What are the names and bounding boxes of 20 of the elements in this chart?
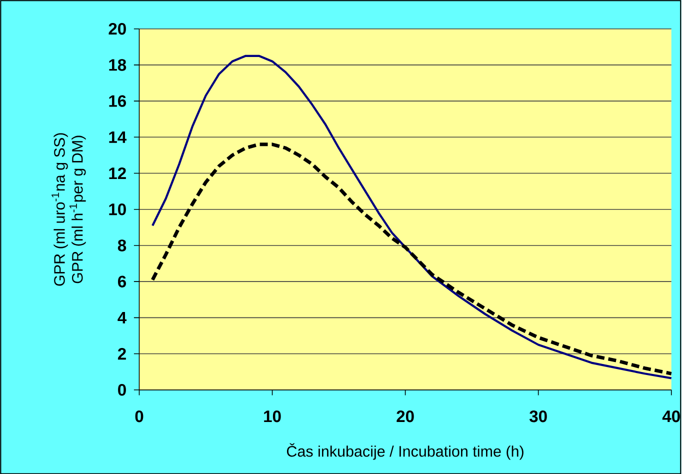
x-tick-label: 10 bbox=[264, 410, 281, 422]
y-tick-label: 10 bbox=[109, 203, 126, 216]
y-tick-label: 14 bbox=[109, 131, 127, 143]
y-tick-label: 4 bbox=[118, 312, 127, 324]
x-tick-label: 30 bbox=[529, 410, 547, 422]
x-axis-title: Čas inkubacije / Incubation time (h) bbox=[286, 443, 524, 460]
y-tick-label: 20 bbox=[108, 22, 126, 35]
x-tick-label: 40 bbox=[662, 410, 680, 422]
y-tick-label: 0 bbox=[118, 384, 126, 396]
y-tick-label: 6 bbox=[118, 276, 126, 288]
y-tick-label: 8 bbox=[118, 239, 126, 252]
line-series bbox=[151, 54, 672, 379]
text: GPR (ml h$^{-1}$per g DM) bbox=[70, 136, 86, 283]
x-tick-label: 20 bbox=[396, 410, 414, 422]
y-tick-label: 12 bbox=[109, 167, 126, 179]
x-tick-label: 0 bbox=[135, 410, 144, 422]
y-tick-label: 18 bbox=[109, 58, 126, 71]
y-tick-label: 16 bbox=[109, 94, 126, 107]
text: GPR (ml uro$^{-1}$na g SS) bbox=[52, 133, 68, 286]
y-tick-label: 2 bbox=[118, 348, 126, 360]
